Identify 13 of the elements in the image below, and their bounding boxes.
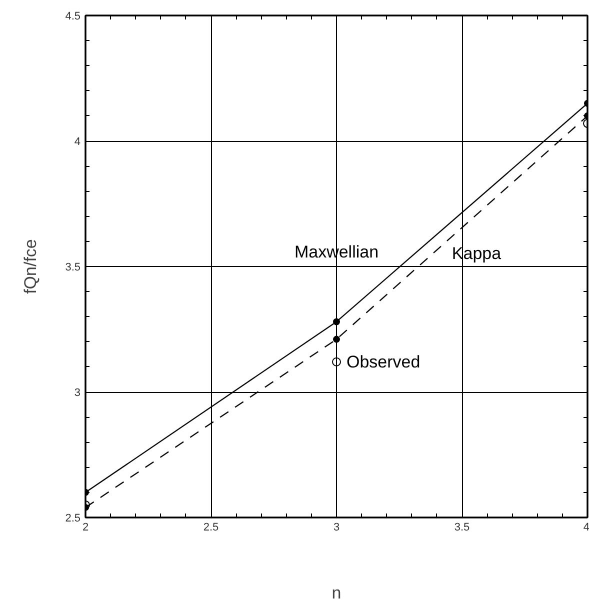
x-tick-label: 3 bbox=[333, 522, 340, 534]
x-tick-label: 2.5 bbox=[203, 522, 219, 534]
y-tick-label: 3.5 bbox=[65, 262, 81, 274]
x-axis-title: n bbox=[332, 584, 342, 602]
x-tick-label: 3.5 bbox=[454, 522, 470, 534]
series-label: Observed bbox=[346, 352, 420, 372]
y-tick-label: 4.5 bbox=[65, 10, 81, 22]
y-tick-label: 2.5 bbox=[65, 512, 81, 524]
y-tick-label: 3 bbox=[74, 387, 81, 399]
y-tick-label: 4 bbox=[74, 136, 81, 148]
y-axis-title: fQn/fce bbox=[21, 239, 40, 294]
x-tick-label: 4 bbox=[583, 522, 589, 534]
x-tick-label: 2 bbox=[82, 522, 89, 534]
